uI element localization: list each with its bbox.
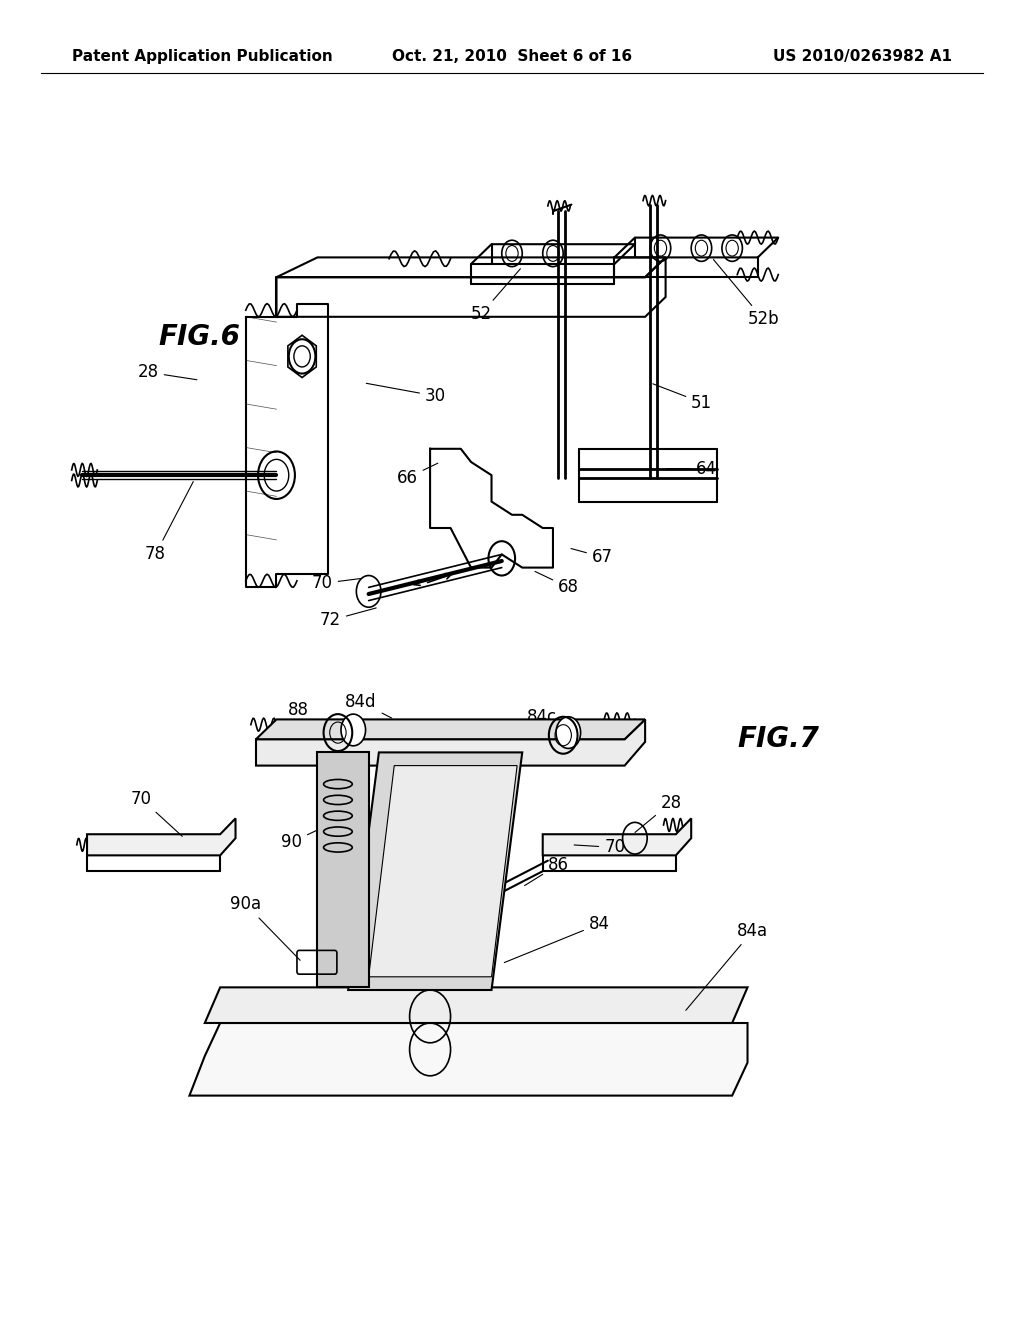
Polygon shape [256,719,645,739]
Text: 84: 84 [505,915,610,962]
Text: Patent Application Publication: Patent Application Publication [72,49,333,65]
Polygon shape [205,987,748,1023]
Text: 86: 86 [524,855,569,886]
Polygon shape [348,752,522,990]
Polygon shape [87,818,236,855]
Text: 90a: 90a [230,895,300,960]
Text: 84b: 84b [364,899,395,923]
Text: 70: 70 [130,789,182,837]
Text: 67: 67 [571,548,613,566]
Text: 70: 70 [311,574,360,593]
Text: 28: 28 [635,793,682,833]
Circle shape [556,717,581,748]
Text: 68: 68 [535,572,580,597]
Text: FIG.7: FIG.7 [737,725,819,754]
Circle shape [341,714,366,746]
Text: 52b: 52b [714,260,779,329]
Text: FIG.6: FIG.6 [159,322,241,351]
Polygon shape [543,818,691,855]
Text: 70: 70 [574,838,626,857]
Polygon shape [256,719,645,766]
Polygon shape [317,752,369,987]
Text: 30: 30 [367,383,446,405]
Text: 28: 28 [137,363,197,381]
Text: 51: 51 [653,384,713,412]
Text: 78: 78 [144,482,194,564]
Text: 88: 88 [288,701,324,727]
Text: US 2010/0263982 A1: US 2010/0263982 A1 [773,49,952,65]
Polygon shape [369,766,517,977]
Text: 84d: 84d [345,693,392,718]
Text: 72: 72 [319,609,376,630]
Text: Oct. 21, 2010  Sheet 6 of 16: Oct. 21, 2010 Sheet 6 of 16 [392,49,632,65]
Text: 64: 64 [667,459,718,478]
Text: 66: 66 [396,463,438,487]
Text: 90: 90 [281,829,321,851]
Polygon shape [189,1023,748,1096]
Text: 84c: 84c [524,708,557,731]
Text: 52: 52 [470,269,520,323]
Text: 84a: 84a [686,921,768,1010]
